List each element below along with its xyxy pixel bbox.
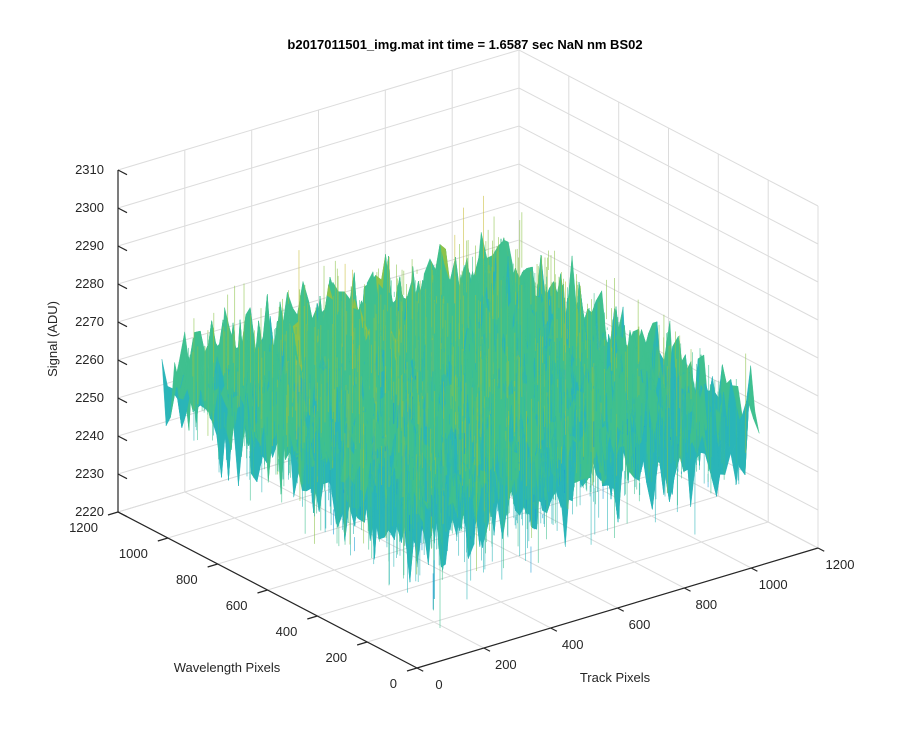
grid-line-z: [117, 87, 819, 245]
surface-patch: [749, 394, 760, 434]
grid-line-z: [117, 125, 819, 283]
surface-plot: [161, 195, 760, 629]
grid-line-z: [117, 201, 819, 359]
chart-title: b2017011501_img.mat int time = 1.6587 se…: [287, 37, 642, 52]
grid-line-z: [117, 163, 819, 321]
grid-line-z: [117, 49, 819, 207]
